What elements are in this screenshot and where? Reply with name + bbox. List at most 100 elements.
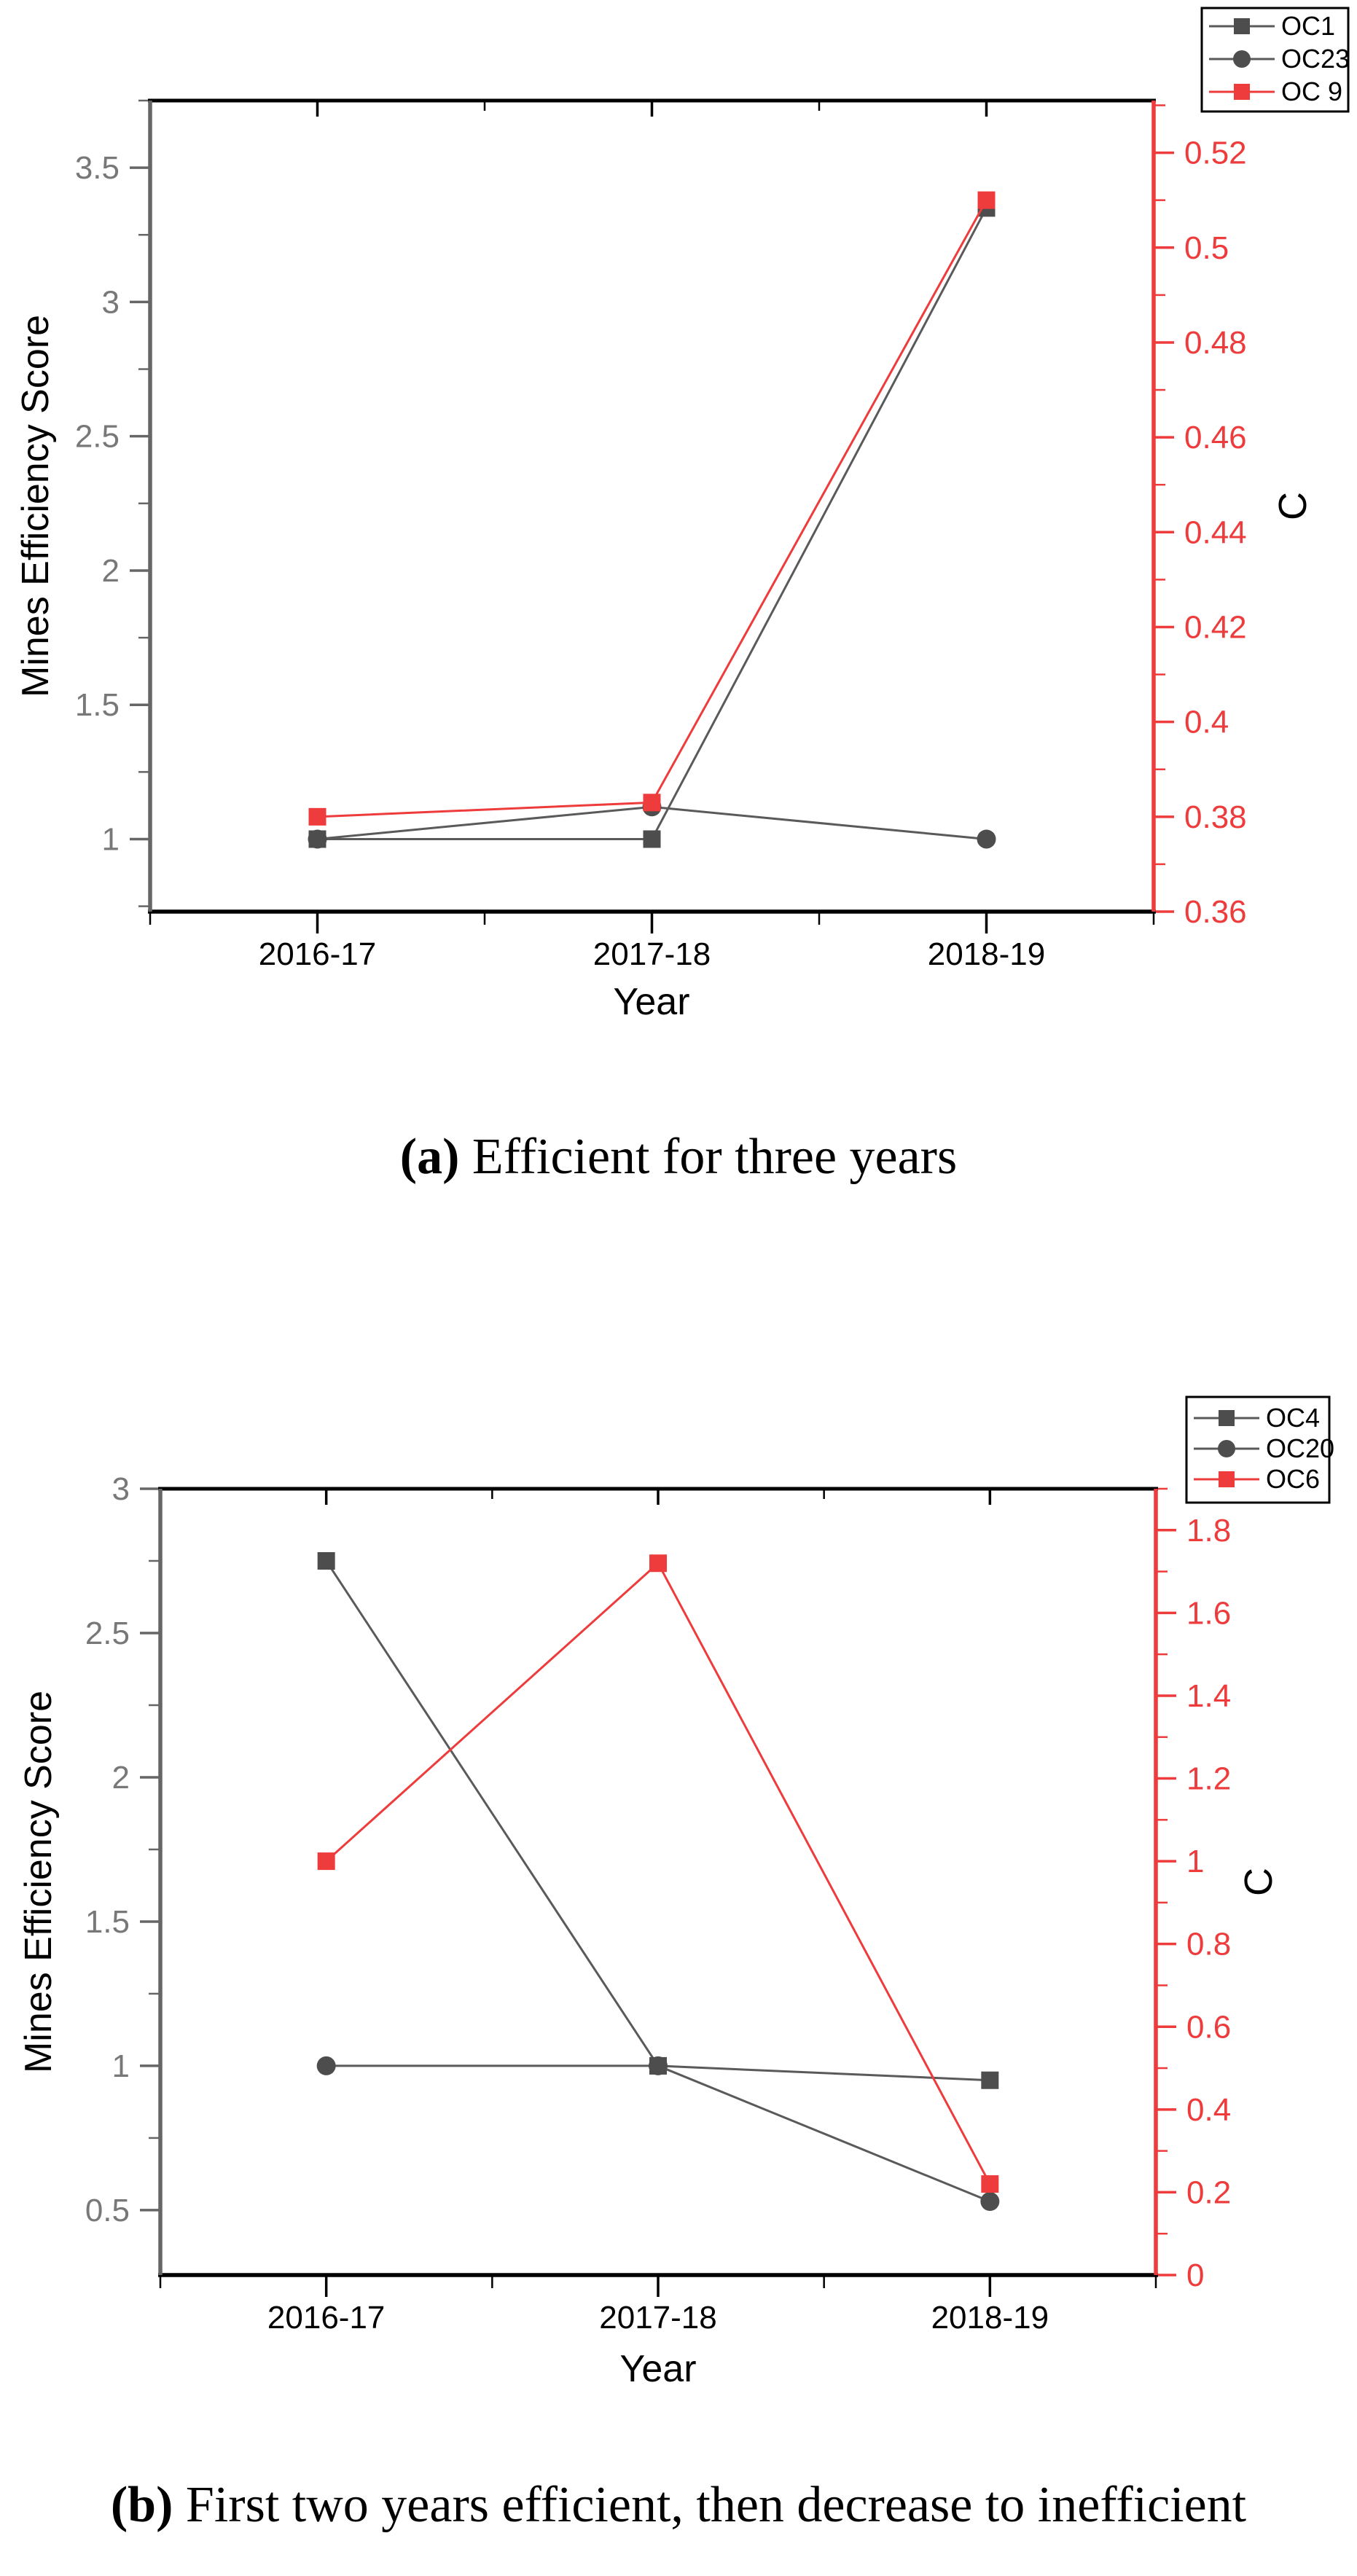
tick-label: 2.5 <box>85 1616 130 1651</box>
x-axis: 2016-17 2017-18 2018-19 <box>159 1489 1157 2336</box>
marker-circle <box>316 2056 336 2075</box>
marker-circle <box>980 2192 1000 2212</box>
legend-entry: OC1 <box>1209 11 1335 41</box>
series-line <box>317 207 988 840</box>
series-line <box>325 1560 990 2082</box>
tick-label: 1.8 <box>1186 1513 1231 1549</box>
chart-a-figure: 11.522.533.50.360.380.40.420.440.460.480… <box>15 7 1350 1023</box>
marker-square <box>1234 18 1250 34</box>
y-right-axis: 0.36 0.38 0.4 0.42 0.44 0.46 0.48 0.5 0.52 <box>1154 104 1247 930</box>
series-OC6 <box>317 1554 999 2193</box>
x-axis-title: Year <box>613 981 689 1023</box>
marker-square <box>643 830 661 848</box>
tick-label: 2 <box>112 1760 130 1796</box>
caption-a-marker: (a) <box>399 1129 460 1185</box>
legend-entry: OC 9 <box>1209 77 1342 106</box>
x-tick-label: 2017-18 <box>593 936 711 972</box>
chart-b-figure: 0.5 1 1.5 2 2.5 3 0 0.2 0.4 0.6 0.8 1 1.2 1.4 1.6 1.8 20… <box>17 1395 1334 2390</box>
y-right-axis: 0 0.2 0.4 0.6 0.8 1 1.2 1.4 1.6 1.8 <box>1156 1487 1231 2293</box>
legend-entry: OC20 <box>1194 1433 1334 1463</box>
legend-label: OC20 <box>1266 1433 1334 1463</box>
y-left-axis-title: Mines Efficiency Score <box>17 1691 60 2073</box>
caption-a: (a) Efficient for three years <box>0 1128 1357 1186</box>
series-line <box>325 1561 991 2185</box>
tick-label: 1 <box>112 2048 130 2084</box>
marker-circle <box>1218 1440 1235 1457</box>
tick-label: 1.5 <box>75 687 120 723</box>
legend-entry: OC6 <box>1194 1464 1320 1494</box>
caption-b-marker: (b) <box>110 2477 173 2533</box>
tick-label: 2.5 <box>75 419 120 455</box>
y-right-axis-title: C <box>1237 1868 1280 1896</box>
tick-label: 1 <box>102 821 120 857</box>
marker-square <box>977 191 996 209</box>
marker-square <box>643 794 661 812</box>
legend-label: OC23 <box>1281 44 1350 74</box>
tick-label: 0.4 <box>1186 2092 1231 2128</box>
plot-frame <box>158 1487 1158 2277</box>
tick-label: 2 <box>102 553 120 589</box>
marker-square <box>1219 1410 1235 1426</box>
y-left-axis: 1 1.5 2 2.5 3 3.5 <box>75 99 150 907</box>
tick-label: 0.5 <box>85 2193 130 2228</box>
marker-circle <box>977 829 996 849</box>
series-line <box>326 2064 990 2203</box>
marker-square <box>317 1852 335 1871</box>
x-tick-label: 2016-17 <box>267 2300 385 2336</box>
tick-label: 1.4 <box>1186 1678 1231 1714</box>
marker-square <box>1219 1471 1235 1487</box>
legend-label: OC6 <box>1266 1464 1320 1494</box>
tick-label: 0.46 <box>1184 420 1247 455</box>
tick-label: 0.6 <box>1186 2009 1231 2045</box>
tick-label: 0 <box>1186 2258 1204 2293</box>
tick-label: 0.44 <box>1184 514 1247 550</box>
tick-label: 1.6 <box>1186 1595 1231 1631</box>
marker-circle <box>308 829 327 849</box>
legend-entry: OC4 <box>1194 1403 1320 1433</box>
tick-label: 1.2 <box>1186 1761 1231 1797</box>
legend-label: OC4 <box>1266 1403 1320 1433</box>
x-axis: 2016-17 2017-18 2018-19 <box>149 101 1155 972</box>
tick-label: 0.52 <box>1184 136 1247 171</box>
tick-label: 0.4 <box>1184 705 1229 740</box>
tick-label: 0.8 <box>1186 1927 1231 1962</box>
marker-square <box>649 1554 667 1573</box>
marker-circle <box>1233 50 1251 68</box>
series-OC20 <box>316 2056 1000 2212</box>
caption-b: (b) First two years efficient, then decr… <box>0 2476 1357 2534</box>
plot-frame <box>148 98 1156 914</box>
tick-label: 0.42 <box>1184 609 1247 645</box>
x-tick-label: 2017-18 <box>599 2300 716 2336</box>
tick-label: 3.5 <box>75 150 120 186</box>
tick-label: 1.5 <box>85 1904 130 1940</box>
marker-square <box>981 2175 999 2193</box>
tick-label: 3 <box>102 284 120 320</box>
tick-label: 0.5 <box>1184 230 1229 266</box>
marker-square <box>308 807 326 826</box>
legend-label: OC 9 <box>1281 77 1342 106</box>
tick-label: 0.36 <box>1184 894 1247 930</box>
caption-a-text: Efficient for three years <box>459 1129 958 1185</box>
y-left-axis-title: Mines Efficiency Score <box>15 315 57 697</box>
marker-square <box>981 2071 999 2089</box>
legend-label: OC1 <box>1281 11 1335 41</box>
x-tick-label: 2018-19 <box>928 936 1045 972</box>
series-OC9 <box>308 191 996 826</box>
tick-label: 1 <box>1186 1844 1204 1879</box>
y-left-axis: 0.5 1 1.5 2 2.5 3 <box>85 1471 160 2228</box>
y-right-axis-title: C <box>1271 492 1315 520</box>
tick-label: 0.38 <box>1184 799 1247 835</box>
tick-label: 0.2 <box>1186 2174 1231 2210</box>
tick-label: 0.48 <box>1184 325 1247 361</box>
x-tick-label: 2016-17 <box>259 936 376 972</box>
marker-square <box>1234 84 1250 100</box>
series-OC1 <box>308 199 996 848</box>
x-axis-title: Year <box>619 2348 696 2390</box>
x-tick-label: 2018-19 <box>931 2300 1049 2336</box>
tick-label: 3 <box>112 1471 130 1507</box>
marker-circle <box>649 2056 668 2075</box>
marker-square <box>317 1551 335 1570</box>
legend-entry: OC23 <box>1209 44 1350 74</box>
